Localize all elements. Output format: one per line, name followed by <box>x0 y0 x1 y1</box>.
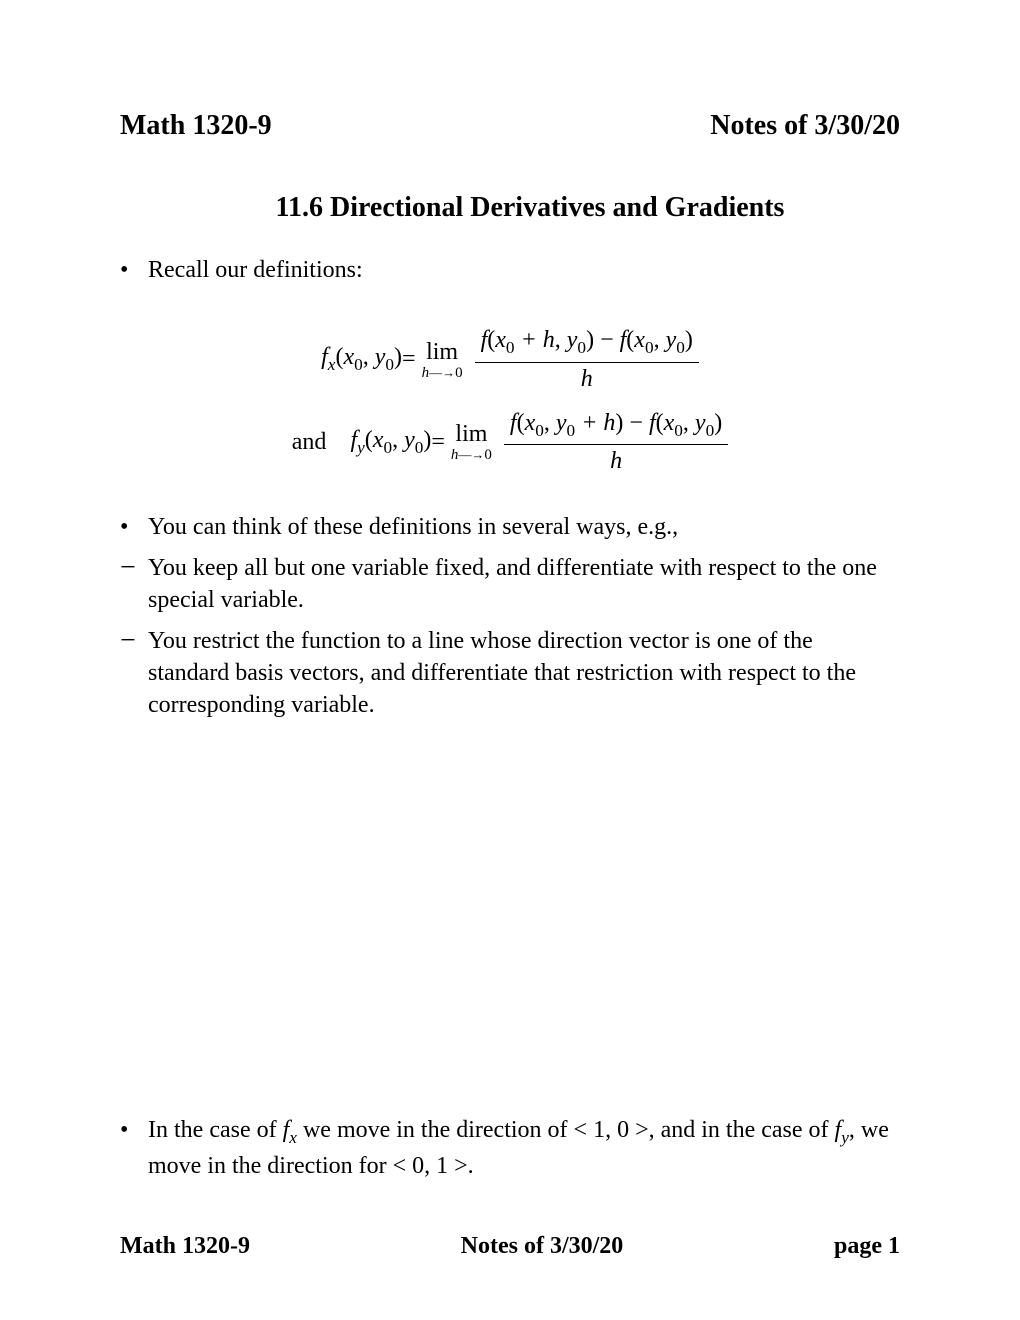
fraction-fy: f(x0, y0 + h) − f(x0, y0) h <box>504 409 728 476</box>
paren-close: ) <box>714 410 722 436</box>
limit-operator: lim h—→0 <box>422 339 463 381</box>
paren-open: ( <box>517 410 525 436</box>
var-x: x <box>634 327 645 353</box>
var-y: y <box>695 410 706 436</box>
comma: , <box>683 410 695 436</box>
dash-item-2: − You restrict the function to a line wh… <box>120 625 900 722</box>
footer-row: Math 1320-9 Notes of 3/30/20 page 1 <box>120 1233 900 1260</box>
var-y: y <box>556 410 567 436</box>
sub-y: y <box>357 438 365 457</box>
denominator: h <box>581 363 593 393</box>
var-x: x <box>664 410 675 436</box>
bullet-marker-icon: • <box>120 511 148 543</box>
dash-item-1: − You keep all but one variable fixed, a… <box>120 552 900 617</box>
var-x: x <box>343 344 354 370</box>
paren-close: ) <box>586 327 594 353</box>
bullet-text: You can think of these definitions in se… <box>148 511 900 543</box>
bullet-text: Recall our definitions: <box>148 254 900 286</box>
bullet-text: In the case of fx we move in the directi… <box>148 1114 900 1182</box>
equals-sign: = <box>402 346 416 373</box>
and-label: and <box>292 429 327 456</box>
sub-zero: 0 <box>706 421 715 440</box>
func-f: f <box>321 344 328 370</box>
bullet-marker-icon: • <box>120 1114 148 1182</box>
paren-close: ) <box>685 327 693 353</box>
sub-zero: 0 <box>354 355 363 374</box>
sub-zero: 0 <box>645 338 654 357</box>
minus-sign: − <box>594 327 620 353</box>
plus-h: + h <box>575 410 615 436</box>
lim-subscript: h—→0 <box>451 448 492 463</box>
paren-close: ) <box>394 344 402 370</box>
var-y: y <box>666 327 677 353</box>
fx-lhs: fx(x0, y0) <box>321 344 402 375</box>
footer-page: page 1 <box>834 1233 900 1260</box>
sub-zero: 0 <box>383 438 392 457</box>
section-title: 11.6 Directional Derivatives and Gradien… <box>120 192 900 224</box>
func-f: f <box>649 410 656 436</box>
lim-var: h <box>422 365 430 381</box>
inline-sub-y: y <box>841 1128 849 1147</box>
bullet-directions: • In the case of fx we move in the direc… <box>120 1114 900 1182</box>
comma: , <box>654 327 666 353</box>
equation-fx: fx(x0, y0) = lim h—→0 f(x0 + h, y0) − f(… <box>120 326 900 393</box>
inline-sub-x: x <box>289 1128 297 1147</box>
math-definitions: fx(x0, y0) = lim h—→0 f(x0 + h, y0) − f(… <box>120 326 900 475</box>
header-row: Math 1320-9 Notes of 3/30/20 <box>120 110 900 142</box>
var-x: x <box>525 410 536 436</box>
sub-zero: 0 <box>385 355 394 374</box>
comma: , <box>544 410 556 436</box>
var-y: y <box>404 427 415 453</box>
fy-lhs: fy(x0, y0) <box>350 427 431 458</box>
equation-fy: and fy(x0, y0) = lim h—→0 f(x0, y0 + h) … <box>120 409 900 476</box>
plus-h: + h <box>515 327 555 353</box>
sub-zero: 0 <box>506 338 515 357</box>
sub-zero: 0 <box>674 421 683 440</box>
bottom-bullet-section: • In the case of fx we move in the direc… <box>120 1114 900 1190</box>
lim-label: lim <box>426 339 458 366</box>
equals-sign: = <box>431 429 445 456</box>
denominator: h <box>610 445 622 475</box>
paren-open: ( <box>365 427 373 453</box>
page-container: Math 1320-9 Notes of 3/30/20 11.6 Direct… <box>0 0 1020 1320</box>
comma: , <box>555 327 567 353</box>
sub-zero: 0 <box>535 421 544 440</box>
lim-subscript: h—→0 <box>422 366 463 381</box>
footer-course: Math 1320-9 <box>120 1233 250 1260</box>
dash-marker-icon: − <box>120 627 148 724</box>
footer-notes: Notes of 3/30/20 <box>461 1233 624 1260</box>
notes-date: Notes of 3/30/20 <box>710 110 900 142</box>
text-a: In the case of <box>148 1117 283 1143</box>
paren-close: ) <box>423 427 431 453</box>
limit-operator: lim h—→0 <box>451 421 492 463</box>
minus-sign: − <box>623 410 649 436</box>
paren-open: ( <box>656 410 664 436</box>
text-b: we move in the direction of < 1, 0 >, an… <box>297 1117 835 1143</box>
comma: , <box>363 344 375 370</box>
sub-zero: 0 <box>567 421 576 440</box>
course-code: Math 1320-9 <box>120 110 272 142</box>
var-y: y <box>375 344 386 370</box>
bullet-recall: • Recall our definitions: <box>120 254 900 286</box>
sub-zero: 0 <box>577 338 586 357</box>
dash-marker-icon: − <box>120 554 148 619</box>
var-x: x <box>373 427 384 453</box>
dash-text: You restrict the function to a line whos… <box>148 625 900 722</box>
var-x: x <box>495 327 506 353</box>
comma: , <box>392 427 404 453</box>
bullet-think: • You can think of these definitions in … <box>120 511 900 543</box>
sub-zero: 0 <box>676 338 685 357</box>
var-y: y <box>567 327 578 353</box>
lim-label: lim <box>455 421 487 448</box>
fraction-fx: f(x0 + h, y0) − f(x0, y0) h <box>475 326 699 393</box>
dash-text: You keep all but one variable fixed, and… <box>148 552 900 617</box>
bullet-marker-icon: • <box>120 254 148 286</box>
func-f: f <box>510 410 517 436</box>
numerator: f(x0 + h, y0) − f(x0, y0) <box>475 326 699 363</box>
numerator: f(x0, y0 + h) − f(x0, y0) <box>504 409 728 446</box>
